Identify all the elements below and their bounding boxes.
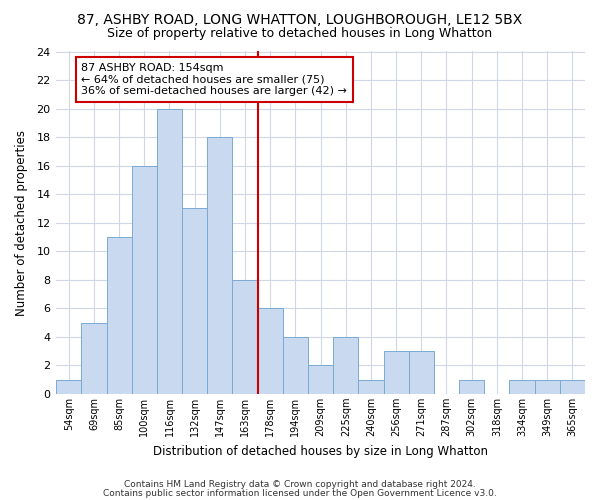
- Text: Contains HM Land Registry data © Crown copyright and database right 2024.: Contains HM Land Registry data © Crown c…: [124, 480, 476, 489]
- Bar: [182, 208, 207, 394]
- Bar: [535, 380, 560, 394]
- Bar: [82, 322, 107, 394]
- Bar: [459, 380, 484, 394]
- Text: Size of property relative to detached houses in Long Whatton: Size of property relative to detached ho…: [107, 28, 493, 40]
- Bar: [56, 380, 82, 394]
- Text: 87 ASHBY ROAD: 154sqm
← 64% of detached houses are smaller (75)
36% of semi-deta: 87 ASHBY ROAD: 154sqm ← 64% of detached …: [82, 63, 347, 96]
- Bar: [333, 337, 358, 394]
- Y-axis label: Number of detached properties: Number of detached properties: [15, 130, 28, 316]
- Text: 87, ASHBY ROAD, LONG WHATTON, LOUGHBOROUGH, LE12 5BX: 87, ASHBY ROAD, LONG WHATTON, LOUGHBOROU…: [77, 12, 523, 26]
- Bar: [409, 351, 434, 394]
- Text: Contains public sector information licensed under the Open Government Licence v3: Contains public sector information licen…: [103, 488, 497, 498]
- Bar: [207, 137, 232, 394]
- Bar: [232, 280, 257, 394]
- Bar: [157, 108, 182, 394]
- Bar: [358, 380, 383, 394]
- Bar: [509, 380, 535, 394]
- Bar: [283, 337, 308, 394]
- Bar: [308, 366, 333, 394]
- Bar: [383, 351, 409, 394]
- X-axis label: Distribution of detached houses by size in Long Whatton: Distribution of detached houses by size …: [153, 444, 488, 458]
- Bar: [107, 237, 131, 394]
- Bar: [131, 166, 157, 394]
- Bar: [257, 308, 283, 394]
- Bar: [560, 380, 585, 394]
